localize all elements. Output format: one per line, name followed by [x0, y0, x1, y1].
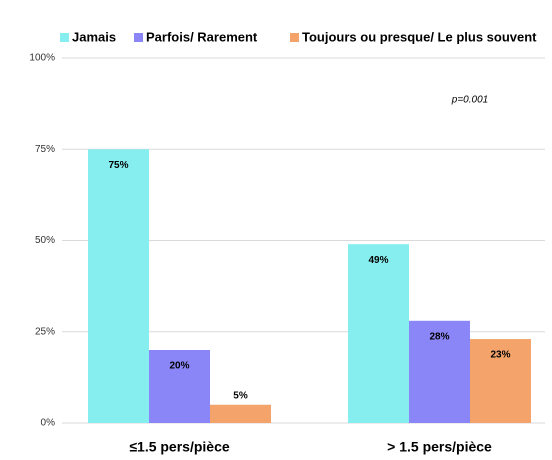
- value-label: 20%: [169, 361, 189, 372]
- x-tick-label: > 1.5 pers/pièce: [387, 439, 492, 455]
- bar: [210, 404, 271, 423]
- legend-label: Toujours ou presque/ Le plus souvent: [302, 29, 537, 44]
- value-label: 49%: [368, 255, 388, 266]
- legend-label: Parfois/ Rarement: [146, 29, 258, 44]
- value-label: 75%: [108, 160, 128, 171]
- bar: [149, 350, 210, 423]
- x-tick-label: ≤1.5 pers/pièce: [129, 439, 230, 455]
- bar: [88, 149, 149, 423]
- legend-label: Jamais: [72, 29, 116, 44]
- legend-swatch: [134, 33, 143, 42]
- y-tick-label: 75%: [35, 144, 55, 155]
- value-label: 5%: [233, 390, 248, 401]
- y-tick-label: 25%: [35, 326, 55, 337]
- value-label: 28%: [429, 331, 449, 342]
- y-tick-label: 0%: [41, 418, 56, 429]
- bar: [470, 339, 531, 423]
- value-label: 23%: [490, 350, 510, 361]
- annotation: p=0.001: [451, 95, 488, 106]
- bar: [348, 244, 409, 423]
- legend-swatch: [290, 33, 299, 42]
- bar: [409, 320, 470, 423]
- y-tick-label: 100%: [29, 53, 55, 64]
- legend-swatch: [60, 33, 69, 42]
- y-tick-label: 50%: [35, 235, 55, 246]
